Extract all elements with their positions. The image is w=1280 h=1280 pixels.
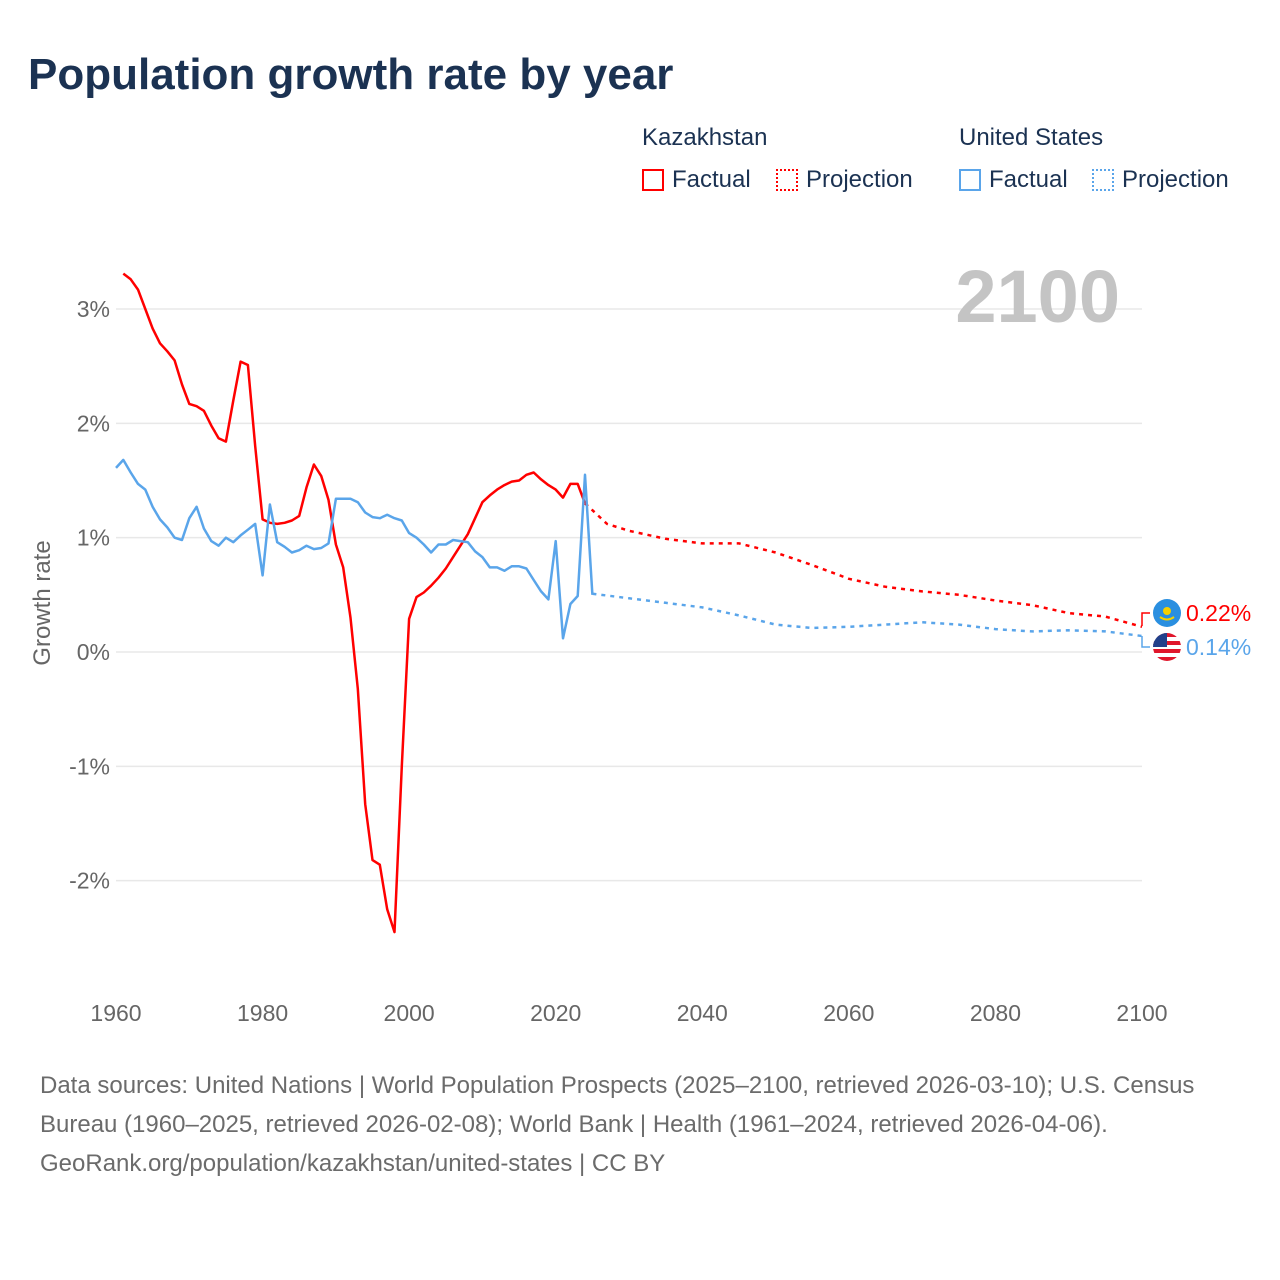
legend-swatch-solid bbox=[642, 169, 664, 191]
series-united-states-factual[interactable] bbox=[115, 458, 594, 640]
x-tick-label: 2000 bbox=[384, 1000, 435, 1026]
legend-swatch-dotted bbox=[776, 169, 798, 191]
footer: Data sources: United Nations | World Pop… bbox=[40, 1066, 1240, 1183]
gridlines: 3% 2% 1% 0% -1% -2% 1960 1980 2000 2020 2040 2060 20… bbox=[69, 296, 1167, 1026]
legend-kazakhstan-projection[interactable]: Projection bbox=[776, 166, 913, 194]
series-united-states-projection[interactable] bbox=[592, 592, 1143, 638]
legend-swatch-dotted bbox=[1092, 169, 1114, 191]
y-tick-label: -1% bbox=[69, 753, 110, 779]
y-axis-label: Growth rate bbox=[29, 540, 56, 665]
x-tick-label: 2080 bbox=[970, 1000, 1021, 1026]
kazakhstan-leader-line bbox=[1141, 612, 1150, 626]
legend-swatch-solid bbox=[959, 169, 981, 191]
us-leader-line bbox=[1141, 636, 1150, 648]
us-end-value: 0.14% bbox=[1186, 634, 1251, 660]
chart-title: Population growth rate by year bbox=[28, 50, 674, 99]
data-sources: Data sources: United Nations | World Pop… bbox=[40, 1072, 1195, 1138]
legend-united-states: United States bbox=[959, 124, 1103, 152]
legend-kazakhstan-factual[interactable]: Factual bbox=[642, 166, 751, 194]
x-tick-label: 2020 bbox=[530, 1000, 581, 1026]
legend-us-projection[interactable]: Projection bbox=[1092, 166, 1229, 194]
y-tick-label: 0% bbox=[77, 639, 110, 665]
y-tick-label: 1% bbox=[77, 525, 110, 551]
legend-label: Factual bbox=[672, 166, 751, 193]
credit-link[interactable]: GeoRank.org/population/kazakhstan/united… bbox=[40, 1150, 666, 1177]
y-tick-label: -2% bbox=[69, 868, 110, 894]
y-tick-label: 2% bbox=[77, 410, 110, 436]
legend-label: Factual bbox=[989, 166, 1068, 193]
legend-label: Projection bbox=[1122, 166, 1229, 193]
series-lines bbox=[115, 272, 1143, 934]
series-kazakhstan-projection[interactable] bbox=[584, 502, 1143, 629]
current-year-watermark: 2100 bbox=[955, 255, 1120, 338]
x-tick-label: 1980 bbox=[237, 1000, 288, 1026]
x-tick-label: 2100 bbox=[1116, 1000, 1167, 1026]
x-tick-label: 2060 bbox=[823, 1000, 874, 1026]
legend-group-title: Kazakhstan bbox=[642, 124, 768, 151]
x-tick-label: 1960 bbox=[90, 1000, 141, 1026]
legend-us-factual[interactable]: Factual bbox=[959, 166, 1068, 194]
legend-label: Projection bbox=[806, 166, 913, 193]
legend-kazakhstan: Kazakhstan bbox=[642, 124, 767, 152]
kazakhstan-end-value: 0.22% bbox=[1186, 600, 1251, 626]
end-markers: 0.22% 0.14% bbox=[1141, 599, 1251, 661]
legend-group-title: United States bbox=[959, 124, 1104, 151]
kazakhstan-flag-icon bbox=[1153, 599, 1181, 627]
us-flag-icon bbox=[1153, 633, 1181, 661]
y-tick-label: 3% bbox=[77, 296, 110, 322]
series-kazakhstan-factual[interactable] bbox=[122, 272, 587, 934]
x-tick-label: 2040 bbox=[677, 1000, 728, 1026]
